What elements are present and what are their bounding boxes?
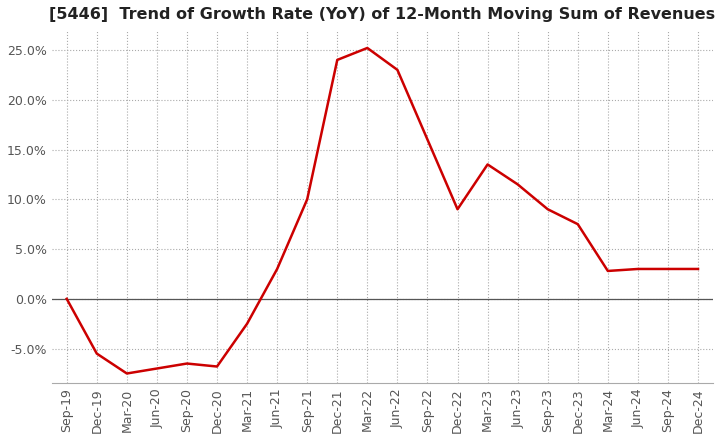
Title: [5446]  Trend of Growth Rate (YoY) of 12-Month Moving Sum of Revenues: [5446] Trend of Growth Rate (YoY) of 12-… — [49, 7, 716, 22]
